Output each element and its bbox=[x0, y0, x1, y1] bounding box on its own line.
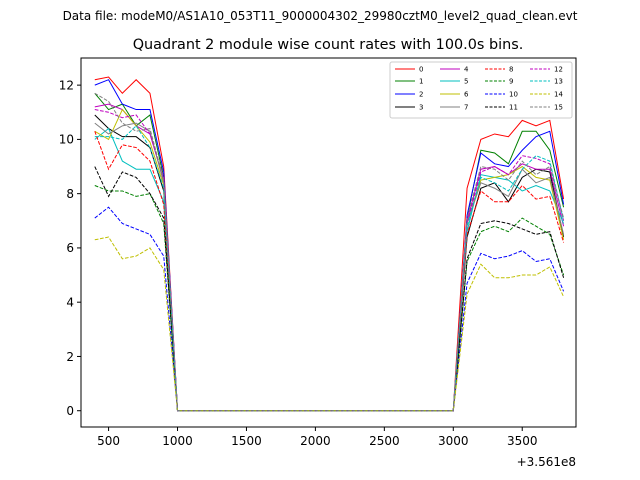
y-tick-label: 6 bbox=[66, 241, 74, 255]
chart-title: Quadrant 2 module wise count rates with … bbox=[133, 37, 524, 53]
x-tick-label: 3000 bbox=[438, 434, 469, 448]
series-line-6 bbox=[94, 108, 565, 412]
plot-area-frame bbox=[80, 57, 577, 428]
y-tick-label: 10 bbox=[59, 133, 74, 147]
x-tick-label: 3500 bbox=[507, 434, 538, 448]
legend-label-3: 3 bbox=[419, 104, 423, 112]
x-tick-label: 1000 bbox=[162, 434, 193, 448]
legend-frame bbox=[389, 61, 573, 119]
y-axis-ticks: 0 2 4 6 8 10 12 bbox=[59, 78, 81, 418]
series-layer bbox=[94, 76, 565, 412]
series-line-15 bbox=[94, 92, 565, 412]
series-line-7 bbox=[94, 122, 565, 412]
series-line-3 bbox=[94, 114, 565, 412]
figure-suptitle: Data file: modeM0/AS1A10_053T11_90000043… bbox=[63, 9, 578, 23]
series-line-1 bbox=[94, 92, 565, 412]
series-line-12 bbox=[94, 109, 565, 412]
x-tick-label: 1500 bbox=[231, 434, 262, 448]
legend-label-14: 14 bbox=[554, 91, 563, 99]
legend-label-8: 8 bbox=[509, 66, 513, 74]
legend-label-2: 2 bbox=[419, 91, 423, 99]
legend-label-4: 4 bbox=[464, 66, 469, 74]
legend-label-12: 12 bbox=[554, 66, 563, 74]
legend-label-9: 9 bbox=[509, 78, 513, 86]
x-offset-text: +3.561e8 bbox=[517, 455, 576, 469]
legend-label-0: 0 bbox=[419, 66, 423, 74]
legend-label-13: 13 bbox=[554, 78, 563, 86]
y-tick-label: 8 bbox=[66, 187, 74, 201]
legend-label-10: 10 bbox=[509, 91, 518, 99]
y-tick-label: 2 bbox=[66, 350, 74, 364]
series-line-4 bbox=[94, 103, 565, 412]
legend-label-1: 1 bbox=[419, 78, 423, 86]
x-tick-label: 500 bbox=[97, 434, 120, 448]
y-tick-label: 4 bbox=[66, 295, 74, 309]
legend-label-6: 6 bbox=[464, 91, 469, 99]
x-tick-label: 2000 bbox=[300, 434, 331, 448]
series-line-14 bbox=[94, 236, 565, 412]
y-tick-label: 0 bbox=[66, 404, 74, 418]
legend-label-7: 7 bbox=[464, 104, 468, 112]
x-axis-ticks: 500 1000 1500 2000 2500 3000 3500 bbox=[97, 427, 537, 448]
x-tick-label: 2500 bbox=[369, 434, 400, 448]
legend-label-15: 15 bbox=[554, 104, 563, 112]
y-tick-label: 12 bbox=[59, 78, 74, 92]
legend-label-5: 5 bbox=[464, 78, 468, 86]
legend-label-11: 11 bbox=[509, 104, 518, 112]
